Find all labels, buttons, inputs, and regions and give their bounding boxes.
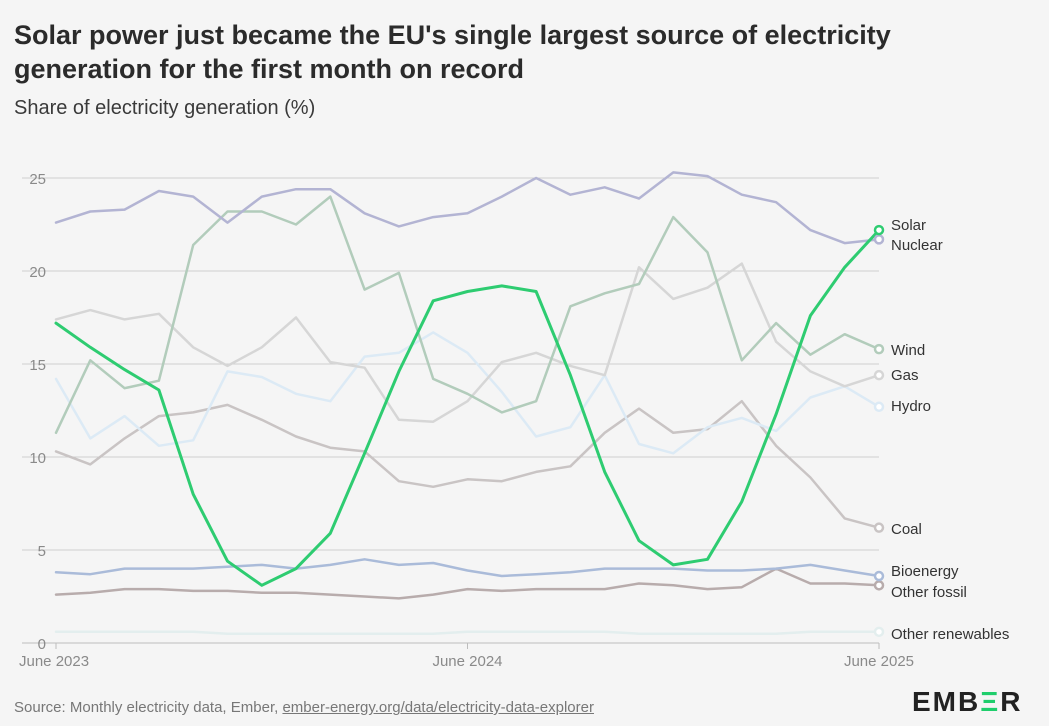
logo-text-left: EMB	[912, 686, 981, 717]
x-tick-label: June 2024	[432, 653, 502, 670]
legend-label-gas: Gas	[891, 367, 919, 384]
y-tick-label-10: 10	[29, 450, 46, 467]
logo-text-right: R	[1000, 686, 1023, 717]
y-tick-label-15: 15	[29, 357, 46, 374]
endpoint-solar	[873, 224, 885, 236]
source-note: Source: Monthly electricity data, Ember,…	[14, 699, 594, 716]
legend-label-other-fossil: Other fossil	[891, 584, 967, 601]
y-tick-label-5: 5	[38, 543, 46, 560]
endpoint-other-renewables	[873, 626, 885, 638]
legend-label-coal: Coal	[891, 521, 922, 538]
series-line-other-fossil	[54, 567, 881, 600]
series-line-hydro	[54, 331, 881, 455]
y-axis-ticks: 0 5 10 15 20 25	[29, 171, 46, 653]
series-line-coal	[54, 399, 881, 529]
x-axis-ticks: June 2023 June 2024 June 2025	[19, 643, 914, 670]
series-line-solar	[54, 228, 881, 587]
legend-labels: Solar Nuclear Wind Gas Hydro Coal Bioenergy Oth…	[891, 217, 1009, 643]
series-line-wind	[54, 195, 881, 435]
endpoint-wind	[873, 343, 885, 355]
ember-logo[interactable]: EMBΞR	[912, 686, 1023, 718]
line-chart: 0 5 10 15 20 25 June 2023 June 2024 June 2025 S…	[19, 171, 1009, 670]
endpoint-other-fossil	[873, 580, 885, 591]
legend-label-nuclear: Nuclear	[891, 237, 943, 254]
endpoint-gas	[873, 369, 885, 381]
legend-label-other-renewables: Other renewables	[891, 626, 1009, 643]
legend-label-bioenergy: Bioenergy	[891, 563, 959, 580]
series-endpoints	[873, 224, 885, 638]
chart-title: Solar power just became the EU's single …	[14, 20, 891, 84]
legend-label-solar: Solar	[891, 217, 926, 234]
series-lines	[54, 171, 881, 635]
source-text: Source: Monthly electricity data, Ember,	[14, 699, 283, 716]
legend-label-wind: Wind	[891, 342, 925, 359]
chart-subtitle: Share of electricity generation (%)	[14, 97, 316, 119]
y-tick-label-20: 20	[29, 264, 46, 281]
logo-text-mid: Ξ	[980, 686, 1001, 717]
x-tick-label: June 2025	[844, 653, 914, 670]
endpoint-bioenergy	[873, 570, 885, 582]
y-tick-label-25: 25	[29, 171, 46, 188]
source-link[interactable]: ember-energy.org/data/electricity-data-e…	[282, 699, 594, 716]
series-line-gas	[54, 262, 881, 423]
endpoint-hydro	[873, 401, 885, 413]
series-line-bioenergy	[54, 558, 881, 578]
endpoint-coal	[873, 522, 885, 533]
x-tick-label: June 2023	[19, 653, 89, 670]
series-line-other-renewables	[54, 630, 881, 635]
y-tick-label-0: 0	[38, 636, 46, 653]
legend-label-hydro: Hydro	[891, 398, 931, 415]
series-line-nuclear	[54, 171, 881, 245]
gridlines	[22, 177, 879, 644]
endpoint-nuclear	[873, 234, 885, 245]
